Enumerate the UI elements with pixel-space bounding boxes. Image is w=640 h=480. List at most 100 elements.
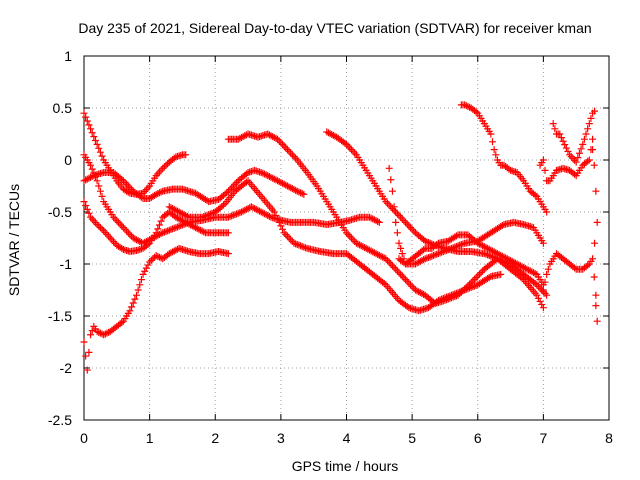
data-point (88, 129, 96, 137)
data-point (566, 151, 574, 159)
data-point (459, 287, 467, 295)
data-point (577, 145, 585, 153)
data-point (226, 185, 234, 193)
series-sat-b (80, 166, 308, 206)
data-point (201, 212, 209, 220)
data-point (297, 189, 305, 197)
data-point (485, 245, 493, 253)
data-point (472, 108, 480, 116)
data-point (141, 267, 149, 275)
data-point (346, 144, 354, 152)
data-point (400, 217, 408, 225)
data-point (349, 147, 357, 155)
data-point (482, 250, 490, 258)
data-point (90, 217, 98, 225)
data-point (280, 142, 288, 150)
data-point (123, 227, 131, 235)
data-point (172, 224, 180, 232)
data-point (434, 250, 442, 258)
data-point (182, 220, 190, 228)
data-point (290, 239, 298, 247)
data-point (183, 212, 191, 220)
data-point (155, 221, 163, 229)
data-point (562, 144, 570, 152)
data-point (395, 239, 403, 247)
axis-ticks: 0 1 2 3 4 5 6 7 8 -2.5 -2 -1.5 -1 -0.5 0 0.5 1 (48, 48, 613, 446)
data-point (88, 327, 96, 335)
x-tick-label: 8 (605, 430, 613, 446)
data-point (369, 248, 377, 256)
data-point (466, 280, 474, 288)
series-sat-k (457, 101, 551, 216)
chart-title: Day 235 of 2021, Sidereal Day-to-day VTE… (78, 20, 591, 36)
data-point (446, 245, 454, 253)
data-point (403, 277, 411, 285)
data-point (80, 198, 88, 206)
data-point (165, 226, 173, 234)
data-point (406, 224, 414, 232)
data-point (456, 290, 464, 298)
data-point (82, 202, 90, 209)
data-point (474, 272, 482, 280)
data-point (142, 264, 150, 272)
data-point (280, 229, 288, 237)
data-point (515, 261, 523, 269)
data-point (390, 203, 398, 211)
data-point (464, 102, 472, 110)
data-point (108, 236, 116, 244)
data-point (392, 208, 400, 216)
data-point (93, 140, 101, 148)
y-tick-label: 1 (64, 48, 72, 64)
data-point (116, 220, 124, 228)
data-point (295, 188, 303, 196)
data-point (157, 166, 165, 174)
data-point (479, 267, 487, 275)
data-point (182, 211, 190, 219)
data-point (443, 296, 451, 304)
data-point (403, 220, 411, 228)
data-point (129, 299, 137, 307)
data-point (590, 161, 598, 169)
data-point (229, 211, 237, 219)
data-point (392, 218, 400, 226)
data-point (413, 259, 421, 267)
data-point (556, 130, 564, 138)
data-point (157, 217, 165, 225)
data-point (438, 248, 446, 256)
data-point (208, 209, 216, 217)
data-point (265, 212, 273, 220)
data-point (174, 223, 182, 231)
data-point (585, 156, 593, 164)
data-point (436, 249, 444, 257)
data-point (589, 146, 597, 154)
data-point (464, 282, 472, 290)
data-point (82, 352, 90, 360)
data-point (157, 230, 165, 238)
data-point (149, 255, 157, 263)
data-point (100, 331, 108, 339)
data-point (162, 228, 170, 235)
data-point (591, 107, 599, 115)
data-point (451, 243, 459, 251)
data-point (567, 153, 575, 161)
data-point (124, 229, 132, 237)
data-point (374, 250, 382, 258)
data-point (544, 265, 552, 273)
data-point (571, 264, 579, 272)
data-point (242, 178, 250, 186)
data-point (510, 258, 518, 266)
data-point (95, 328, 103, 336)
data-point (439, 248, 447, 256)
series-sat-n (549, 107, 599, 166)
data-point (421, 237, 429, 245)
data-point (162, 161, 170, 169)
data-point (388, 187, 396, 195)
data-point (293, 187, 301, 195)
data-point (110, 238, 118, 246)
data-point (95, 144, 103, 152)
data-point (279, 140, 287, 148)
data-point (224, 229, 232, 237)
data-point (259, 169, 267, 177)
data-point (292, 240, 300, 248)
